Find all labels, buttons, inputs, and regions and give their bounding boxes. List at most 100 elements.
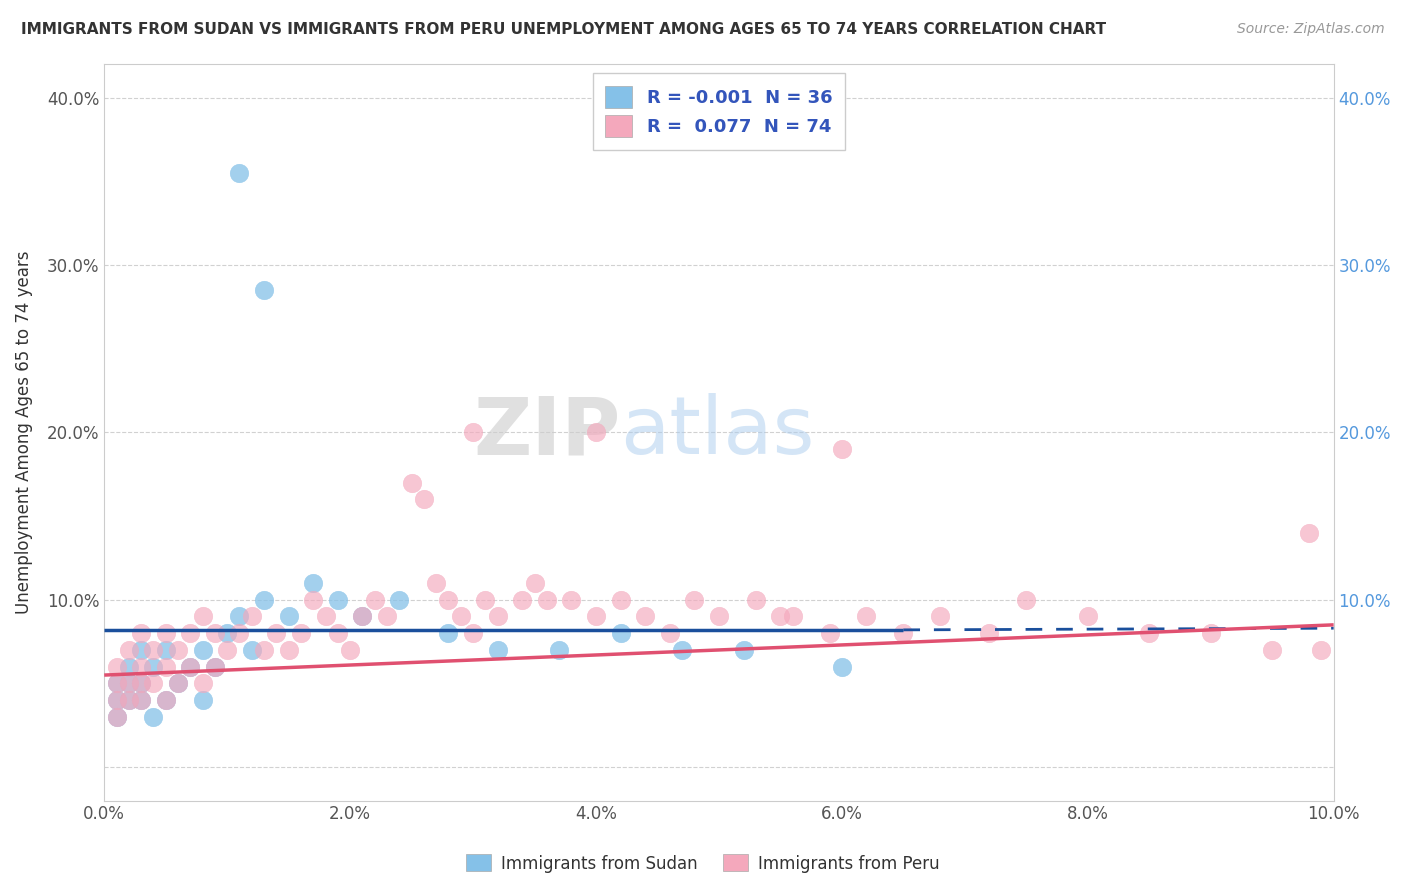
Point bbox=[240, 609, 263, 624]
Point bbox=[585, 425, 607, 440]
Point bbox=[585, 609, 607, 624]
Point bbox=[105, 710, 128, 724]
Point bbox=[118, 643, 141, 657]
Point bbox=[339, 643, 361, 657]
Point bbox=[129, 676, 152, 690]
Point bbox=[105, 693, 128, 707]
Point bbox=[179, 659, 201, 673]
Point bbox=[315, 609, 337, 624]
Point bbox=[683, 592, 706, 607]
Point bbox=[326, 592, 349, 607]
Point bbox=[560, 592, 582, 607]
Point bbox=[769, 609, 792, 624]
Point bbox=[352, 609, 374, 624]
Point bbox=[510, 592, 533, 607]
Point bbox=[118, 693, 141, 707]
Point bbox=[118, 676, 141, 690]
Point bbox=[302, 576, 325, 591]
Point bbox=[745, 592, 768, 607]
Text: ZIP: ZIP bbox=[474, 393, 620, 471]
Point bbox=[891, 626, 914, 640]
Point bbox=[118, 676, 141, 690]
Point bbox=[228, 626, 250, 640]
Point bbox=[831, 659, 853, 673]
Point bbox=[1077, 609, 1099, 624]
Point bbox=[155, 693, 177, 707]
Point bbox=[204, 659, 226, 673]
Point bbox=[450, 609, 472, 624]
Point bbox=[118, 693, 141, 707]
Point bbox=[634, 609, 657, 624]
Point bbox=[536, 592, 558, 607]
Point bbox=[412, 492, 434, 507]
Point bbox=[228, 609, 250, 624]
Point bbox=[179, 659, 201, 673]
Point bbox=[1310, 643, 1333, 657]
Point bbox=[191, 609, 214, 624]
Point bbox=[105, 710, 128, 724]
Point bbox=[1015, 592, 1038, 607]
Point bbox=[253, 592, 276, 607]
Point bbox=[204, 626, 226, 640]
Point bbox=[277, 609, 299, 624]
Point bbox=[326, 626, 349, 640]
Point bbox=[142, 643, 165, 657]
Point bbox=[658, 626, 681, 640]
Point bbox=[167, 676, 190, 690]
Point bbox=[142, 676, 165, 690]
Point bbox=[523, 576, 546, 591]
Point bbox=[425, 576, 447, 591]
Point bbox=[266, 626, 288, 640]
Point bbox=[191, 643, 214, 657]
Point bbox=[929, 609, 952, 624]
Point bbox=[461, 626, 484, 640]
Point bbox=[277, 643, 299, 657]
Point bbox=[142, 659, 165, 673]
Text: IMMIGRANTS FROM SUDAN VS IMMIGRANTS FROM PERU UNEMPLOYMENT AMONG AGES 65 TO 74 Y: IMMIGRANTS FROM SUDAN VS IMMIGRANTS FROM… bbox=[21, 22, 1107, 37]
Point bbox=[155, 659, 177, 673]
Point bbox=[375, 609, 398, 624]
Point bbox=[129, 659, 152, 673]
Point bbox=[461, 425, 484, 440]
Legend: Immigrants from Sudan, Immigrants from Peru: Immigrants from Sudan, Immigrants from P… bbox=[460, 847, 946, 880]
Point bbox=[364, 592, 387, 607]
Point bbox=[129, 693, 152, 707]
Point bbox=[155, 626, 177, 640]
Point bbox=[1298, 525, 1320, 540]
Point bbox=[253, 643, 276, 657]
Point bbox=[191, 676, 214, 690]
Y-axis label: Unemployment Among Ages 65 to 74 years: Unemployment Among Ages 65 to 74 years bbox=[15, 251, 32, 614]
Point bbox=[191, 693, 214, 707]
Text: Source: ZipAtlas.com: Source: ZipAtlas.com bbox=[1237, 22, 1385, 37]
Point bbox=[437, 626, 460, 640]
Point bbox=[474, 592, 496, 607]
Point bbox=[179, 626, 201, 640]
Point bbox=[486, 609, 509, 624]
Point bbox=[155, 693, 177, 707]
Point bbox=[548, 643, 571, 657]
Point bbox=[1261, 643, 1284, 657]
Point bbox=[228, 166, 250, 180]
Point bbox=[105, 676, 128, 690]
Point bbox=[155, 643, 177, 657]
Point bbox=[609, 592, 631, 607]
Point bbox=[486, 643, 509, 657]
Point bbox=[352, 609, 374, 624]
Point bbox=[831, 442, 853, 456]
Point bbox=[118, 659, 141, 673]
Point bbox=[129, 676, 152, 690]
Point bbox=[733, 643, 755, 657]
Point bbox=[388, 592, 411, 607]
Point bbox=[1137, 626, 1160, 640]
Point bbox=[979, 626, 1001, 640]
Point bbox=[1199, 626, 1222, 640]
Point bbox=[129, 693, 152, 707]
Text: atlas: atlas bbox=[620, 393, 815, 471]
Point bbox=[707, 609, 730, 624]
Point bbox=[105, 659, 128, 673]
Point bbox=[401, 475, 423, 490]
Point bbox=[167, 643, 190, 657]
Point bbox=[217, 626, 239, 640]
Point bbox=[240, 643, 263, 657]
Point bbox=[105, 693, 128, 707]
